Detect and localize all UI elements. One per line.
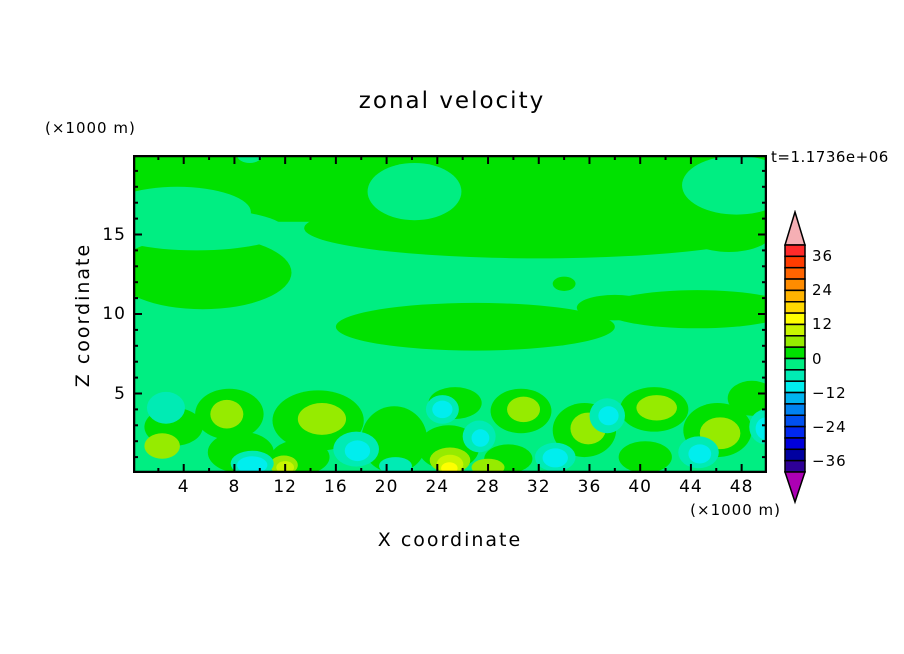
x-tick-label: 24 — [425, 477, 450, 497]
x-tick-label: 16 — [324, 477, 348, 497]
x-tick-label: 20 — [374, 477, 399, 497]
colorbar — [783, 210, 807, 505]
y-tick-label: 5 — [114, 383, 126, 404]
plot-title: zonal velocity — [358, 88, 546, 114]
colorbar-tick-label: 12 — [812, 315, 834, 334]
x-tick-label: 8 — [228, 477, 241, 497]
x-axis-units-label: (×1000 m) — [690, 501, 781, 519]
x-tick-label: 36 — [577, 477, 602, 497]
x-axis-title: X coordinate — [377, 529, 523, 551]
x-tick-label: 28 — [476, 477, 500, 497]
colorbar-tick-label: 0 — [812, 349, 823, 368]
x-tick-label: 44 — [679, 477, 703, 497]
x-tick-label: 4 — [177, 477, 190, 497]
y-tick-label: 10 — [102, 304, 126, 324]
x-tick-label: 32 — [526, 477, 551, 497]
colorbar-labels: 36 24 12 0 −12 −24 −36 — [812, 210, 872, 510]
colorbar-tick-label: −12 — [812, 383, 847, 402]
y-axis-units-label: (×1000 m) — [45, 119, 136, 137]
contour-plot — [133, 155, 767, 473]
x-tick-label: 12 — [273, 477, 297, 497]
time-annotation: t=1.1736e+06 — [771, 148, 889, 166]
x-tick-label: 48 — [729, 477, 754, 497]
colorbar-tick-label: 36 — [812, 247, 834, 266]
y-tick-label: 15 — [102, 224, 126, 245]
colorbar-tick-label: −24 — [812, 417, 847, 436]
colorbar-tick-label: −36 — [812, 451, 847, 470]
colorbar-tick-label: 24 — [812, 281, 834, 300]
y-tick-labels: 5 10 15 — [93, 155, 126, 473]
x-tick-label: 40 — [628, 477, 652, 497]
x-tick-labels: 4 8 12 16 20 24 28 32 36 40 44 48 — [133, 477, 767, 499]
